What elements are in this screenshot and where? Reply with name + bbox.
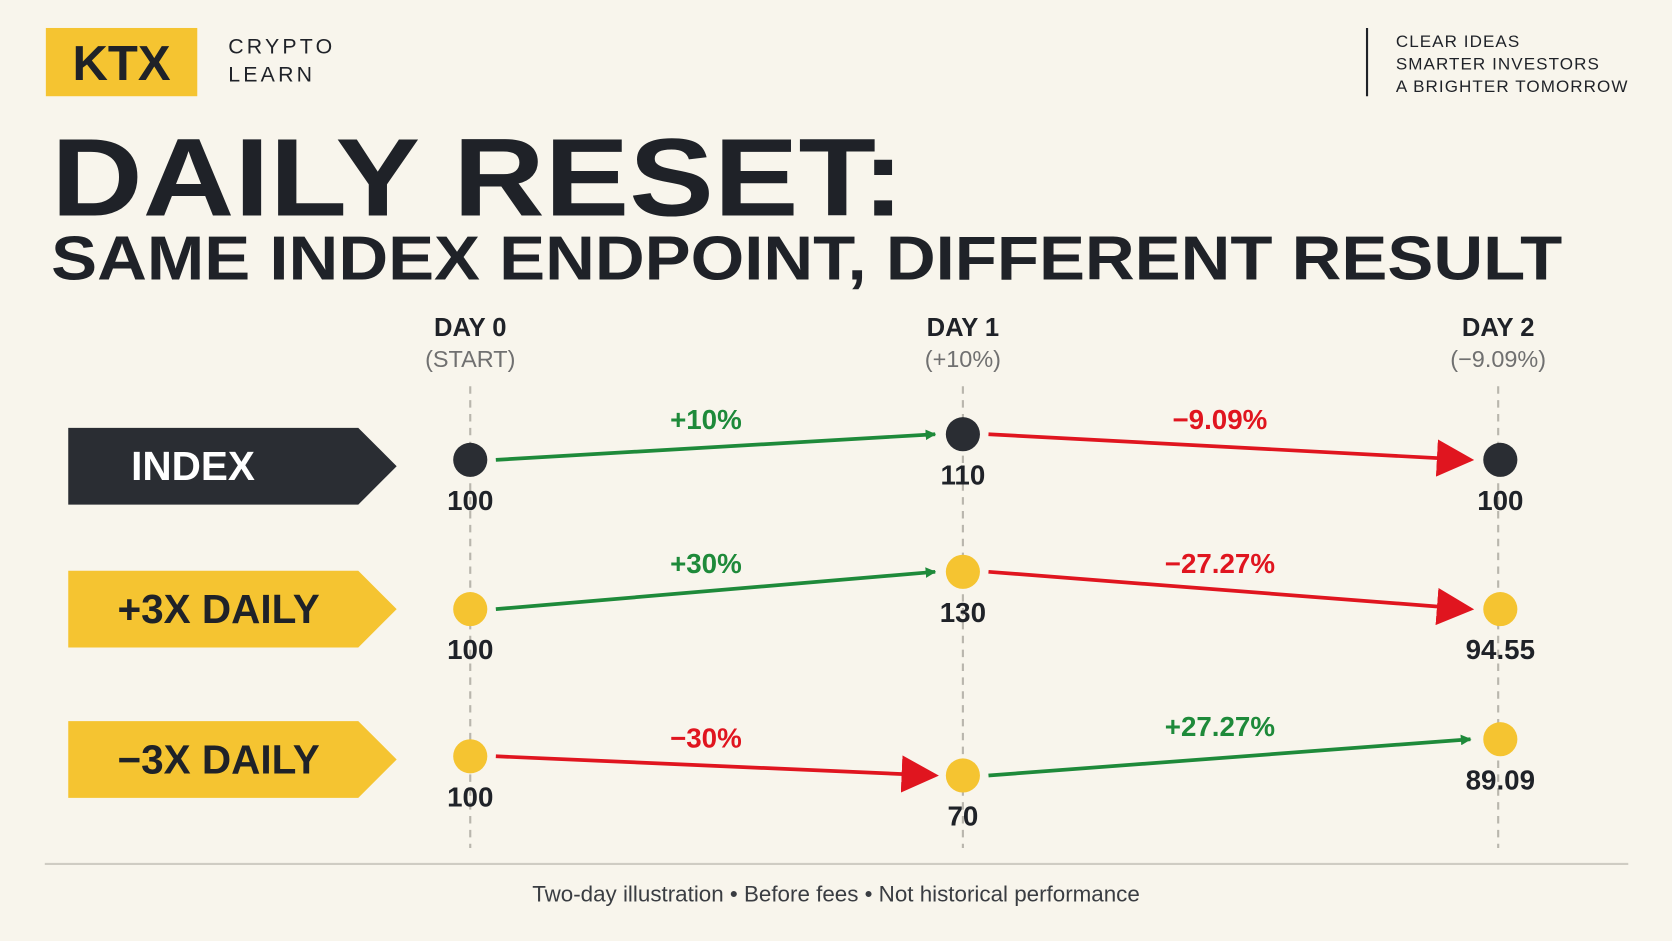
column-label: DAY 0	[434, 314, 507, 342]
tagline: SMARTER INVESTORS	[1396, 55, 1600, 74]
change-label: +10%	[670, 404, 742, 435]
row-label: +3X DAILY	[117, 586, 319, 632]
row-label: −3X DAILY	[117, 736, 319, 782]
subtitle: SAME INDEX ENDPOINT, DIFFERENT RESULT	[51, 225, 1562, 294]
change-label: −30%	[670, 723, 742, 754]
footer: Two-day illustration • Before fees • Not…	[532, 881, 1140, 906]
column-note: (START)	[425, 346, 515, 372]
value-label: 100	[447, 634, 493, 665]
tagline: CLEAR IDEAS	[1396, 32, 1520, 51]
brand: LEARN	[228, 62, 315, 86]
value-label: 100	[447, 485, 493, 516]
logo-box	[45, 27, 198, 97]
row-tag	[68, 721, 397, 798]
row-tag	[68, 570, 397, 648]
value-dot	[453, 592, 488, 627]
logo: KTX	[73, 37, 171, 91]
value-label: 110	[941, 459, 986, 490]
column-label: DAY 2	[1462, 314, 1535, 342]
column-note: (+10%)	[925, 346, 1001, 372]
change-label: −27.27%	[1165, 548, 1275, 579]
value-dot	[453, 442, 488, 477]
change-arrow	[495, 429, 937, 462]
brand: CRYPTO	[228, 35, 335, 59]
value-label: 94.55	[1466, 634, 1535, 665]
change-arrow	[988, 432, 1475, 477]
value-label: 100	[1477, 485, 1523, 516]
change-label: +30%	[670, 548, 742, 579]
diagram: DAY 0 (START) DAY 1 (+10%) DAY 2 (−9.09%) INDE…	[68, 314, 1546, 848]
value-label: 89.09	[1466, 764, 1535, 795]
value-dot	[453, 739, 488, 774]
value-label: 130	[940, 597, 986, 628]
value-label: 70	[947, 801, 978, 832]
change-arrow	[988, 734, 1472, 778]
change-arrow	[495, 567, 937, 611]
value-label: 100	[447, 781, 493, 812]
column-note: (−9.09%)	[1450, 346, 1546, 372]
value-dot	[945, 417, 980, 452]
value-dot	[945, 758, 980, 793]
row-label: INDEX	[131, 443, 255, 489]
change-arrow	[495, 754, 939, 793]
value-dot	[1483, 592, 1518, 627]
title: DAILY RESET:	[51, 117, 904, 240]
value-dot	[1483, 722, 1518, 757]
row-tag	[68, 427, 397, 505]
column-label: DAY 1	[927, 314, 1000, 342]
value-dot	[1483, 442, 1518, 477]
value-dot	[945, 554, 980, 589]
change-label: +27.27%	[1165, 711, 1275, 742]
change-arrow	[988, 569, 1475, 626]
change-label: −9.09%	[1172, 404, 1267, 435]
tagline: A BRIGHTER TOMORROW	[1396, 77, 1629, 96]
